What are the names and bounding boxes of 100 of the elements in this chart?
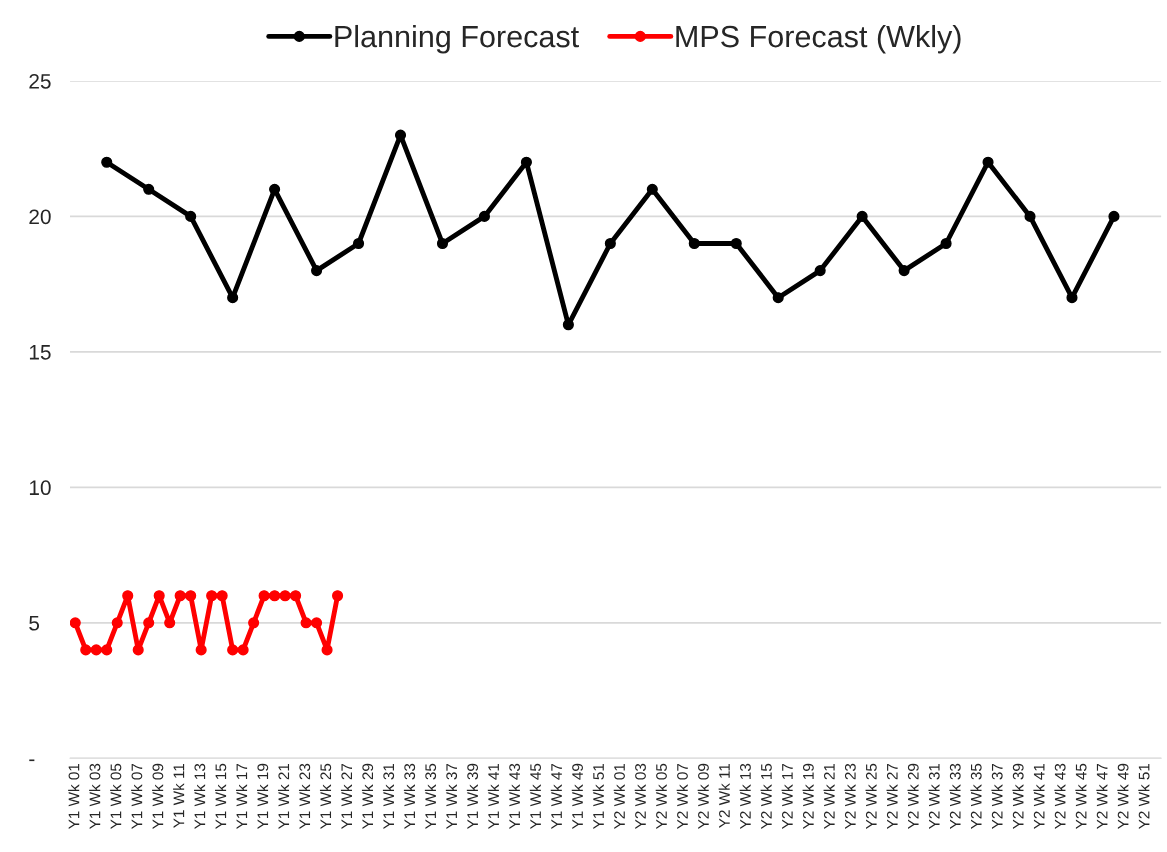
x-tick-label: Y1 Wk 21 (277, 763, 290, 830)
x-tick-label: Y2 Wk 37 (991, 763, 1003, 830)
x-tick-label: Y2 Wk 23 (844, 763, 856, 830)
x-tick-label: Y1 Wk 11 (173, 763, 185, 828)
x-tick-label: Y2 Wk 03 (634, 763, 646, 830)
point (1024, 210, 1036, 222)
x-tick-label: Y1 Wk 49 (571, 763, 583, 830)
point (185, 590, 197, 602)
x-tick-label: Y2 Wk 43 (1054, 763, 1066, 830)
point (185, 210, 197, 222)
x-tick-label: Y1 Wk 33 (403, 763, 416, 830)
x-tick-label: Y1 Wk 07 (131, 763, 143, 830)
x-tick-label: Y1 Wk 29 (361, 763, 374, 830)
x-tick-label: Y2 Wk 15 (760, 763, 772, 830)
x-tick-label: Y2 Wk 19 (802, 763, 814, 830)
x-tick-label: Y2 Wk 45 (1075, 763, 1087, 830)
point (982, 156, 994, 168)
legend-label: Planning Forecast (335, 24, 579, 54)
point (70, 617, 81, 629)
x-tick-label: Y1 Wk 27 (340, 763, 352, 830)
x-tick-label: Y2 Wk 13 (739, 763, 751, 830)
x-tick-label: Y1 Wk 41 (487, 763, 499, 830)
point (258, 590, 270, 602)
point (269, 590, 281, 602)
x-tick-label: Y2 Wk 39 (1012, 763, 1024, 830)
x-tick-label: Y1 Wk 01 (68, 763, 80, 830)
x-tick-label: Y2 Wk 07 (676, 763, 688, 830)
point (101, 644, 113, 656)
x-tick-label: Y2 Wk 33 (949, 763, 961, 830)
point (814, 265, 826, 277)
x-tick-label: Y2 Wk 11 (718, 763, 730, 828)
x-tick-label: Y2 Wk 27 (886, 763, 898, 830)
legend-label: MPS Forecast (Wkly) (676, 24, 961, 54)
point (940, 237, 952, 250)
point (279, 590, 291, 602)
point (311, 617, 323, 629)
x-tick-label: Y1 Wk 09 (152, 763, 164, 830)
x-tick-label: Y2 Wk 09 (697, 763, 709, 830)
y-tick-label: 15 (29, 345, 51, 360)
point (352, 237, 365, 250)
x-tick-label: Y2 Wk 21 (823, 763, 835, 830)
x-tick-label: Y2 Wk 01 (613, 763, 625, 830)
point (216, 590, 228, 602)
point (80, 644, 92, 656)
point (111, 617, 123, 629)
point (1108, 210, 1120, 222)
point (174, 590, 186, 602)
y-tick-label: 5 (29, 616, 40, 631)
x-tick-label: Y2 Wk 31 (928, 763, 940, 830)
point (237, 644, 249, 656)
point (101, 156, 113, 168)
point (772, 292, 784, 304)
x-tick-label: Y2 Wk 17 (781, 763, 793, 830)
x-tick-label: Y1 Wk 43 (508, 763, 521, 830)
point (730, 237, 742, 250)
point (206, 590, 218, 602)
x-tick-label: Y2 Wk 35 (970, 763, 982, 830)
point (688, 237, 700, 250)
x-tick-label: Y2 Wk 05 (655, 763, 667, 830)
point (604, 237, 616, 250)
x-tick-label: Y1 Wk 35 (424, 763, 437, 830)
point (248, 617, 260, 629)
x-tick-label: Y1 Wk 13 (194, 763, 206, 830)
x-tick-label: Y1 Wk 45 (529, 763, 542, 830)
point (143, 183, 155, 195)
point (311, 265, 323, 277)
x-tick-label: Y1 Wk 23 (298, 763, 311, 830)
x-tick-label: Y1 Wk 39 (466, 763, 479, 830)
point (321, 644, 333, 656)
point (132, 644, 144, 656)
point (227, 644, 239, 656)
point (562, 319, 574, 331)
y-tick-label: - (29, 759, 35, 762)
x-tick-label: Y1 Wk 47 (550, 763, 562, 830)
point (90, 644, 102, 656)
y-tick-label: 25 (29, 73, 51, 89)
point (300, 617, 312, 629)
x-tick-label: Y1 Wk 25 (319, 763, 332, 830)
point (195, 644, 207, 656)
x-tick-label: Y1 Wk 03 (89, 763, 101, 830)
x-tick-label: Y2 Wk 47 (1096, 763, 1108, 830)
x-tick-label: Y2 Wk 25 (865, 763, 877, 830)
x-tick-label: Y2 Wk 41 (1033, 763, 1045, 830)
x-tick-label: Y1 Wk 51 (592, 763, 604, 830)
point (143, 617, 155, 629)
point (332, 590, 344, 602)
point (436, 237, 449, 250)
point (520, 156, 532, 168)
x-tick-label: Y2 Wk 49 (1117, 763, 1129, 830)
x-tick-label: Y1 Wk 15 (215, 763, 227, 830)
x-tick-label: Y1 Wk 37 (445, 763, 458, 830)
point (478, 210, 491, 222)
point (856, 210, 868, 222)
x-tick-label: Y2 Wk 51 (1138, 763, 1150, 830)
y-tick-label: 20 (29, 209, 51, 225)
point (290, 590, 302, 602)
x-tick-label: Y1 Wk 31 (382, 763, 395, 830)
x-tick-label: Y2 Wk 29 (907, 763, 919, 830)
y-tick-label: 10 (29, 480, 51, 496)
x-tick-label: Y1 Wk 19 (257, 763, 269, 830)
